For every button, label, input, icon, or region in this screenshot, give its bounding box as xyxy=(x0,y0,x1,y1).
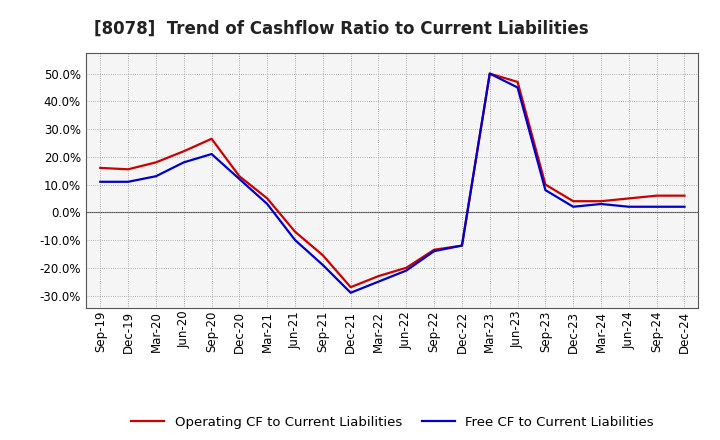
Free CF to Current Liabilities xyxy=(235,176,243,182)
Free CF to Current Liabilities xyxy=(291,238,300,243)
Free CF to Current Liabilities xyxy=(597,202,606,207)
Operating CF to Current Liabilities xyxy=(402,265,410,271)
Free CF to Current Liabilities xyxy=(374,279,383,284)
Free CF to Current Liabilities xyxy=(263,202,271,207)
Line: Operating CF to Current Liabilities: Operating CF to Current Liabilities xyxy=(100,73,685,287)
Free CF to Current Liabilities xyxy=(346,290,355,295)
Operating CF to Current Liabilities xyxy=(597,198,606,204)
Line: Free CF to Current Liabilities: Free CF to Current Liabilities xyxy=(100,73,685,293)
Text: [8078]  Trend of Cashflow Ratio to Current Liabilities: [8078] Trend of Cashflow Ratio to Curren… xyxy=(94,20,588,38)
Operating CF to Current Liabilities xyxy=(624,196,633,201)
Operating CF to Current Liabilities xyxy=(541,182,550,187)
Free CF to Current Liabilities xyxy=(96,179,104,184)
Free CF to Current Liabilities xyxy=(430,249,438,254)
Operating CF to Current Liabilities xyxy=(374,274,383,279)
Free CF to Current Liabilities xyxy=(624,204,633,209)
Free CF to Current Liabilities xyxy=(207,151,216,157)
Free CF to Current Liabilities xyxy=(652,204,661,209)
Free CF to Current Liabilities xyxy=(458,243,467,248)
Operating CF to Current Liabilities xyxy=(152,160,161,165)
Free CF to Current Liabilities xyxy=(318,262,327,268)
Operating CF to Current Liabilities xyxy=(680,193,689,198)
Free CF to Current Liabilities xyxy=(402,268,410,273)
Free CF to Current Liabilities xyxy=(680,204,689,209)
Free CF to Current Liabilities xyxy=(485,71,494,76)
Operating CF to Current Liabilities xyxy=(291,229,300,235)
Operating CF to Current Liabilities xyxy=(235,174,243,179)
Free CF to Current Liabilities xyxy=(513,85,522,90)
Operating CF to Current Liabilities xyxy=(179,149,188,154)
Operating CF to Current Liabilities xyxy=(207,136,216,141)
Operating CF to Current Liabilities xyxy=(652,193,661,198)
Operating CF to Current Liabilities xyxy=(485,71,494,76)
Free CF to Current Liabilities xyxy=(152,174,161,179)
Free CF to Current Liabilities xyxy=(124,179,132,184)
Operating CF to Current Liabilities xyxy=(124,167,132,172)
Operating CF to Current Liabilities xyxy=(458,243,467,248)
Operating CF to Current Liabilities xyxy=(513,79,522,84)
Operating CF to Current Liabilities xyxy=(430,247,438,253)
Operating CF to Current Liabilities xyxy=(569,198,577,204)
Operating CF to Current Liabilities xyxy=(318,253,327,258)
Operating CF to Current Liabilities xyxy=(96,165,104,171)
Operating CF to Current Liabilities xyxy=(263,196,271,201)
Free CF to Current Liabilities xyxy=(569,204,577,209)
Free CF to Current Liabilities xyxy=(541,187,550,193)
Operating CF to Current Liabilities xyxy=(346,285,355,290)
Free CF to Current Liabilities xyxy=(179,160,188,165)
Legend: Operating CF to Current Liabilities, Free CF to Current Liabilities: Operating CF to Current Liabilities, Fre… xyxy=(126,411,659,434)
